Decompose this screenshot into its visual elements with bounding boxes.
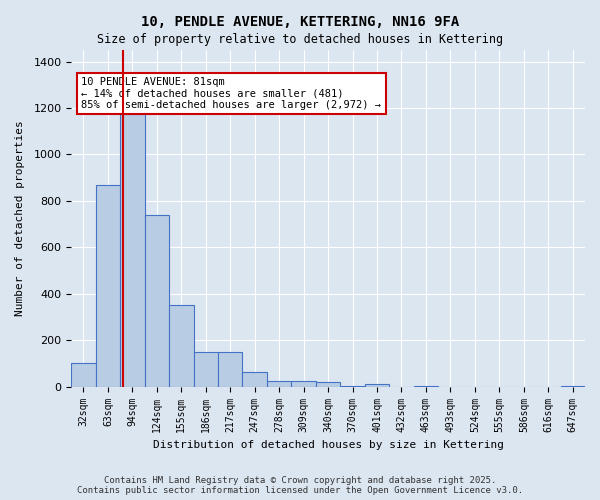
Bar [120, 114, 145, 386]
Bar [218, 352, 242, 386]
Bar [71, 364, 95, 386]
Text: 10, PENDLE AVENUE, KETTERING, NN16 9FA: 10, PENDLE AVENUE, KETTERING, NN16 9FA [141, 15, 459, 29]
Bar [194, 352, 218, 386]
Bar [242, 372, 267, 386]
Text: 10 PENDLE AVENUE: 81sqm
← 14% of detached houses are smaller (481)
85% of semi-d: 10 PENDLE AVENUE: 81sqm ← 14% of detache… [82, 77, 382, 110]
Bar [316, 382, 340, 386]
Bar [145, 215, 169, 386]
Text: Contains HM Land Registry data © Crown copyright and database right 2025.
Contai: Contains HM Land Registry data © Crown c… [77, 476, 523, 495]
Y-axis label: Number of detached properties: Number of detached properties [15, 120, 25, 316]
Text: Size of property relative to detached houses in Kettering: Size of property relative to detached ho… [97, 32, 503, 46]
Bar [169, 306, 194, 386]
X-axis label: Distribution of detached houses by size in Kettering: Distribution of detached houses by size … [152, 440, 503, 450]
Bar [95, 184, 120, 386]
Bar [292, 381, 316, 386]
Bar [267, 381, 292, 386]
Bar [365, 384, 389, 386]
